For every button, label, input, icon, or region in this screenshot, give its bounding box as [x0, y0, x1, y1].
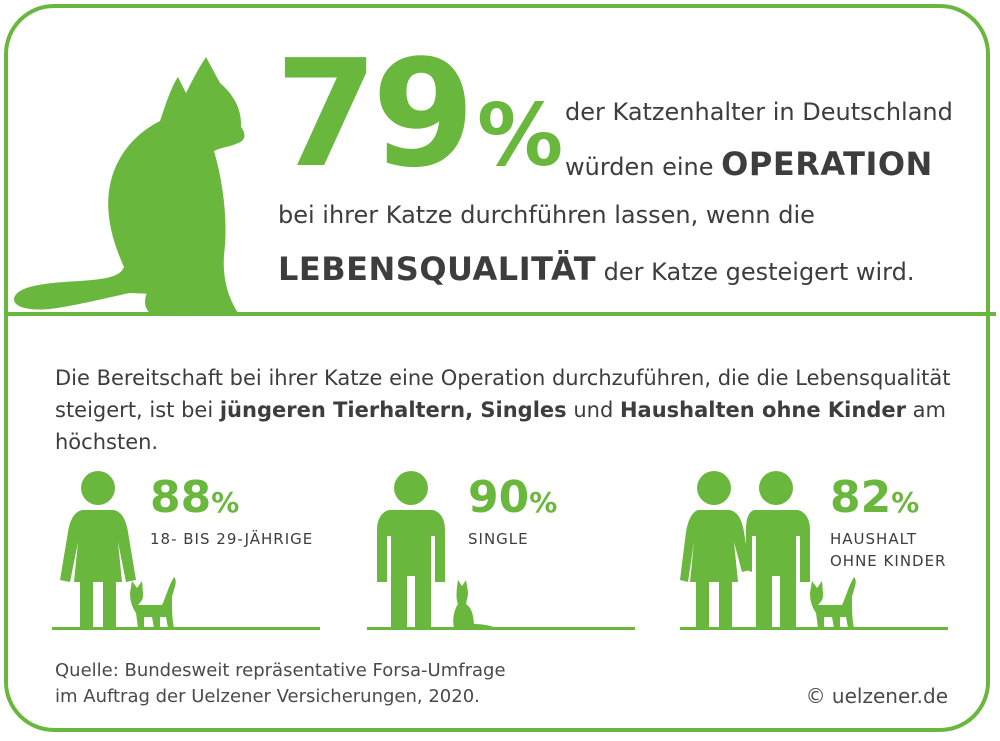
headline-line-1: der Katzenhalter in Deutschland — [565, 98, 953, 126]
stat-caption: 18- BIS 29-JÄHRIGE — [150, 530, 314, 548]
source-line-2: im Auftrag der Uelzener Versicherungen, … — [55, 686, 480, 707]
small-cat-icon — [810, 577, 856, 628]
headline-operation-bold: OPERATION — [721, 145, 933, 183]
headline-number: 79 — [275, 28, 475, 200]
stat-caption: HAUSHALT OHNE KINDER — [830, 530, 947, 570]
stat-households-no-children: 82% HAUSHALT OHNE KINDER — [830, 476, 946, 572]
man-icon — [377, 471, 445, 628]
headline-percentage: 79% — [275, 40, 563, 188]
infographic-frame — [4, 4, 990, 732]
small-cat-icon — [130, 577, 176, 628]
stat-number: 82% — [830, 472, 920, 523]
intro-paragraph: Die Bereitschaft bei ihrer Katze eine Op… — [55, 366, 951, 454]
stat-caption: SINGLE — [468, 530, 529, 548]
section-divider — [4, 312, 996, 316]
headline-line-2: würden eine OPERATION — [565, 145, 933, 183]
source-line-1: Quelle: Bundesweit repräsentative Forsa-… — [55, 660, 506, 681]
woman-icon — [60, 471, 136, 628]
headline-percent-sign: % — [476, 86, 564, 186]
stat-singles: 90% SINGLE — [468, 476, 557, 550]
headline-line-2-text: würden eine — [565, 153, 722, 181]
couple-icon — [680, 471, 810, 628]
ground-line-2 — [367, 627, 635, 630]
ground-line-3 — [680, 627, 948, 630]
cat-silhouette-icon — [14, 57, 245, 313]
headline-line-3: bei ihrer Katze durchführen lassen, wenn… — [278, 201, 815, 229]
copyright: © uelzener.de — [805, 684, 948, 708]
stat-young-owners: 88% 18- BIS 29-JÄHRIGE — [150, 476, 313, 550]
stat-number: 88% — [150, 472, 240, 523]
headline-line-4-text: der Katze gesteigert wird. — [596, 258, 915, 286]
small-cat-icon — [453, 580, 496, 628]
stat-number: 90% — [468, 472, 558, 523]
ground-line-1 — [52, 627, 320, 630]
headline-line-4: LEBENSQUALITÄT der Katze gesteigert wird… — [278, 250, 914, 288]
headline-lebensqualitaet-bold: LEBENSQUALITÄT — [278, 250, 597, 288]
source-note: Quelle: Bundesweit repräsentative Forsa-… — [55, 658, 506, 710]
